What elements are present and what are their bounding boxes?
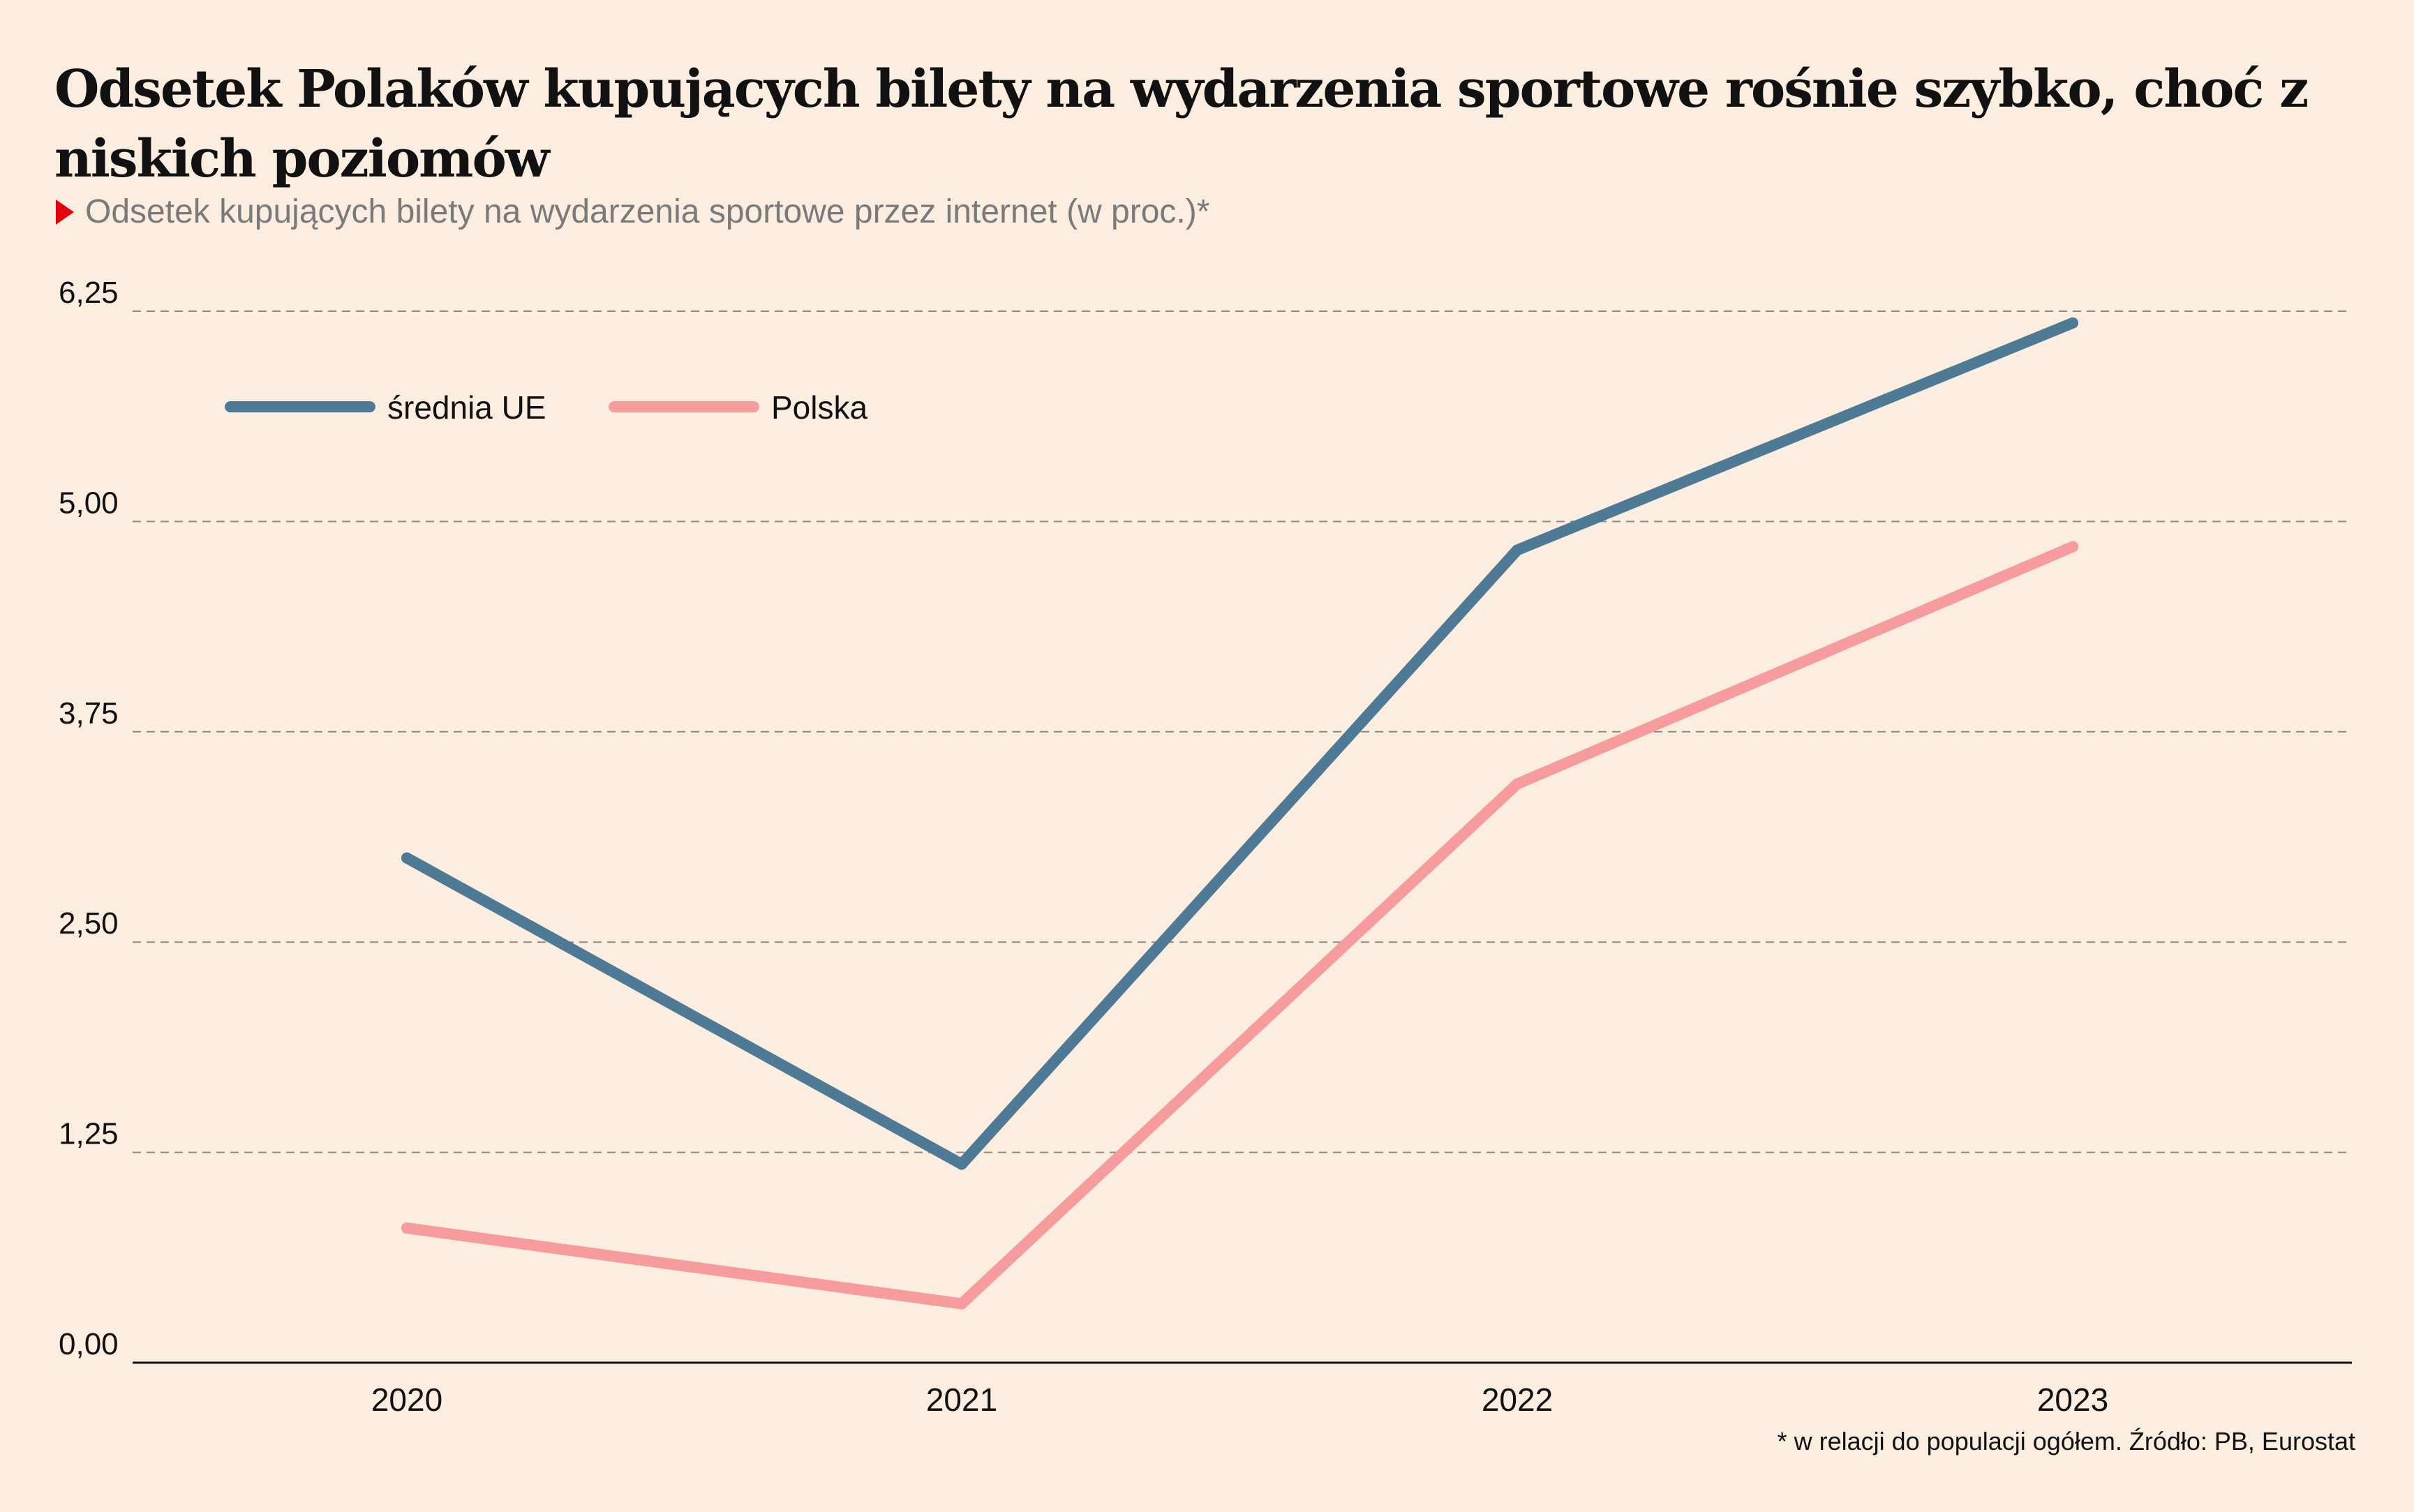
x-tick-label: 2020 <box>371 1382 442 1418</box>
series-lines <box>401 317 2078 1310</box>
legend-label: Polska <box>771 389 867 426</box>
data-point <box>2067 317 2078 329</box>
footnote: * w relacji do populacji ogółem. Źródło:… <box>1777 1427 2355 1455</box>
chart-title: Odsetek Polaków kupujących bilety na wyd… <box>54 59 2309 189</box>
red-triangle-marker-icon <box>56 199 74 225</box>
data-point <box>956 1298 967 1310</box>
x-axis-ticks: 2020 2021 2022 2023 <box>371 1382 2108 1418</box>
chart-subtitle: Odsetek kupujących bilety na wydarzenia … <box>56 193 1209 231</box>
data-point <box>956 1158 967 1170</box>
subtitle-text: Odsetek kupujących bilety na wydarzenia … <box>85 193 1210 230</box>
data-point <box>401 852 412 864</box>
legend-label: średnia UE <box>387 389 546 426</box>
data-point <box>1512 544 1523 556</box>
y-tick-label: 5,00 <box>59 486 119 520</box>
x-tick-label: 2023 <box>2037 1382 2108 1418</box>
x-tick-label: 2022 <box>1482 1382 1553 1418</box>
data-point <box>401 1222 412 1234</box>
gridlines <box>133 310 2352 1364</box>
series-line-eu <box>401 317 2078 1170</box>
legend: średnia UE Polska <box>225 389 867 426</box>
y-tick-label: 0,00 <box>59 1327 119 1361</box>
y-axis-ticks: 0,00 1,25 2,50 3,75 5,00 6,25 <box>59 276 119 1361</box>
y-tick-label: 6,25 <box>59 276 119 310</box>
series-line-pl <box>401 541 2078 1310</box>
y-tick-label: 3,75 <box>59 696 119 731</box>
data-point <box>2067 541 2078 553</box>
y-tick-label: 2,50 <box>59 906 119 941</box>
x-tick-label: 2021 <box>926 1382 997 1418</box>
data-point <box>1512 778 1523 790</box>
y-tick-label: 1,25 <box>59 1117 119 1151</box>
